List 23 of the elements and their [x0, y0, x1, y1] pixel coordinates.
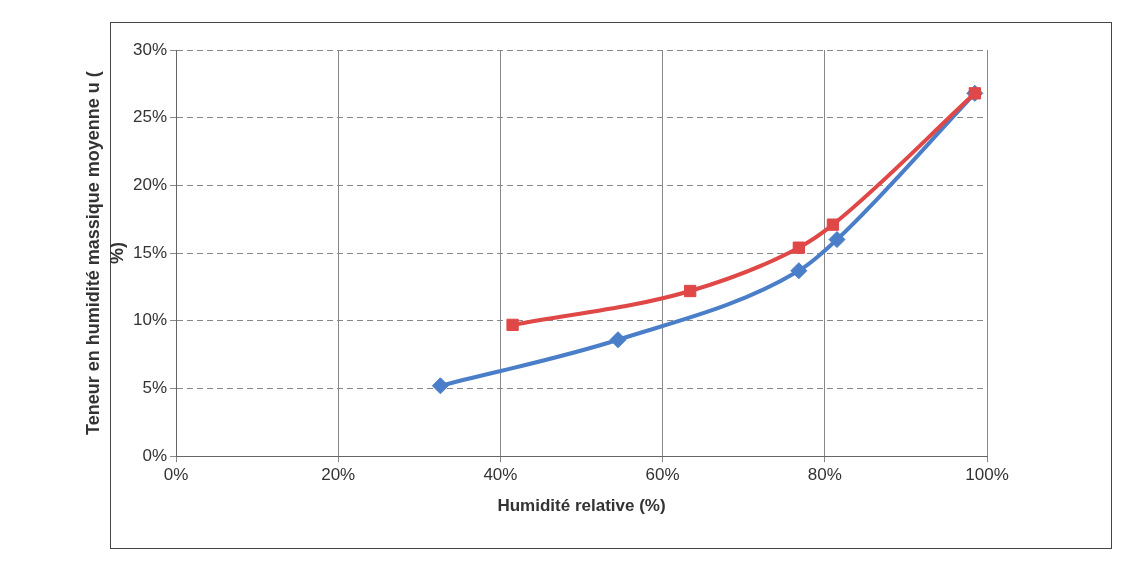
x-tick-label: 80% [807, 465, 842, 485]
y-tick-label: 0% [142, 445, 168, 465]
y-tick-label: 15% [132, 242, 168, 262]
point [792, 241, 806, 254]
point [506, 318, 519, 332]
x-tick-label: 0% [163, 465, 189, 485]
x-axis-title: Humidité relative (%) [497, 496, 666, 516]
x-tick-label: 40% [483, 465, 518, 485]
y-axis-title: Teneur en humidité massique moyenne u ( %) [82, 71, 127, 435]
x-tick-label: 100% [965, 465, 1009, 485]
y-tick-label: 25% [132, 107, 168, 127]
y-tick-label: 20% [132, 175, 168, 195]
y-tick-label: 30% [132, 39, 168, 59]
x-tick-label: 60% [645, 465, 680, 485]
point [609, 331, 627, 349]
point [826, 218, 840, 231]
x-tick-label: 20% [321, 465, 356, 485]
y-tick-label: 5% [142, 378, 168, 398]
point [431, 377, 449, 395]
point [684, 284, 697, 298]
y-tick-label: 10% [132, 310, 168, 330]
point [828, 231, 846, 249]
point [790, 262, 808, 280]
